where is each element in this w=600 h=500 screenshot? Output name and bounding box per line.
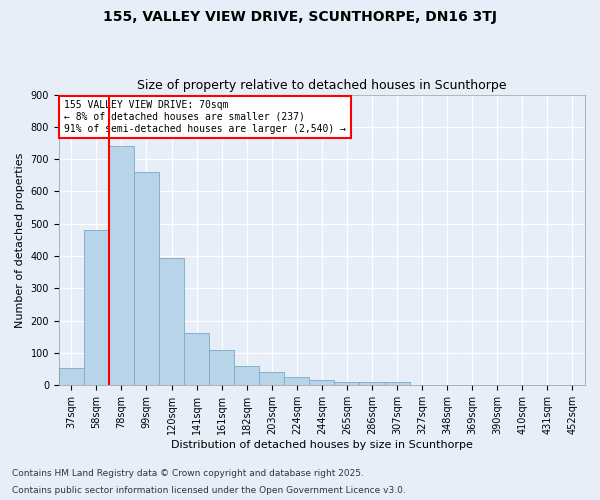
Bar [284,376,310,386]
Bar [460,384,485,386]
Bar [259,372,284,386]
Text: 155 VALLEY VIEW DRIVE: 70sqm
← 8% of detached houses are smaller (237)
91% of se: 155 VALLEY VIEW DRIVE: 70sqm ← 8% of det… [64,100,346,134]
Text: Contains public sector information licensed under the Open Government Licence v3: Contains public sector information licen… [12,486,406,495]
Bar [134,172,159,386]
Bar [410,384,434,386]
Bar [159,258,184,386]
Bar [485,384,510,386]
Bar [209,350,234,386]
Bar [234,366,259,386]
Text: Contains HM Land Registry data © Crown copyright and database right 2025.: Contains HM Land Registry data © Crown c… [12,468,364,477]
Bar [434,384,460,386]
Bar [334,382,359,386]
Bar [385,382,410,386]
Bar [510,384,535,386]
Bar [359,382,385,386]
Bar [59,368,84,386]
Bar [310,380,334,386]
Title: Size of property relative to detached houses in Scunthorpe: Size of property relative to detached ho… [137,79,506,92]
X-axis label: Distribution of detached houses by size in Scunthorpe: Distribution of detached houses by size … [171,440,473,450]
Bar [535,384,560,386]
Bar [560,384,585,386]
Bar [184,332,209,386]
Bar [84,230,109,386]
Y-axis label: Number of detached properties: Number of detached properties [15,152,25,328]
Bar [109,146,134,386]
Text: 155, VALLEY VIEW DRIVE, SCUNTHORPE, DN16 3TJ: 155, VALLEY VIEW DRIVE, SCUNTHORPE, DN16… [103,10,497,24]
